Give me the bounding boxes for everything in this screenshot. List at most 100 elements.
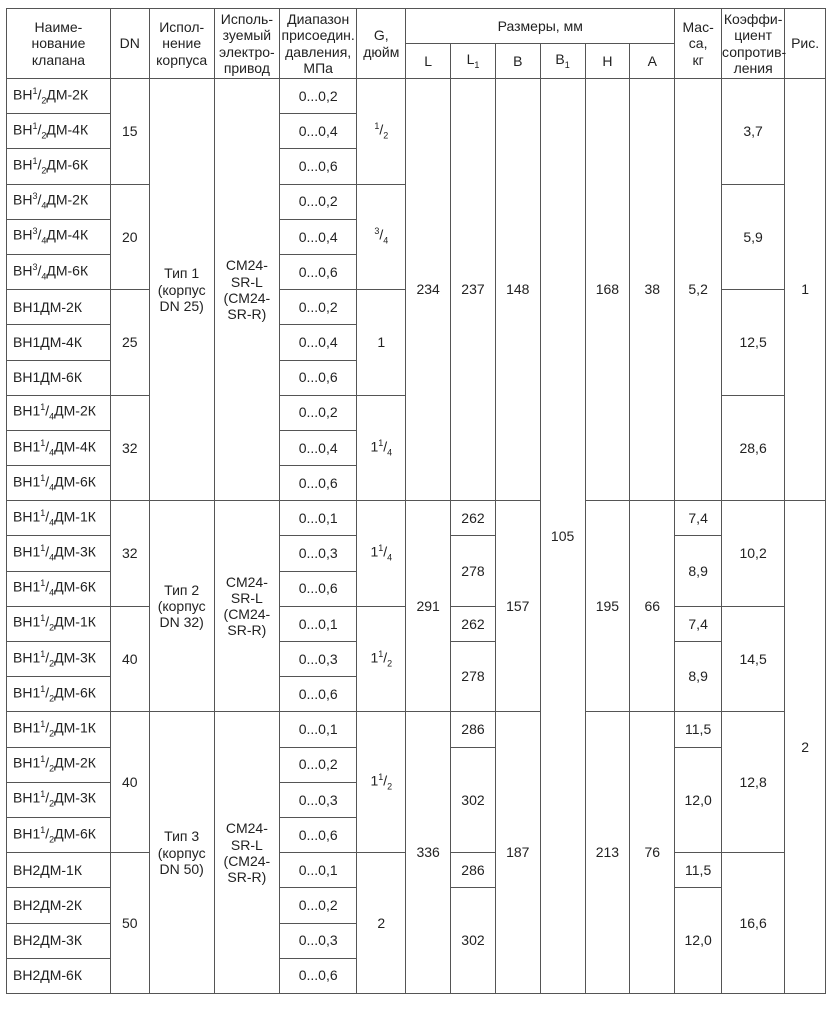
cell-pressure: 0...0,6 (279, 360, 356, 395)
cell-mass: 12,0 (675, 747, 722, 853)
cell-dn: 32 (110, 395, 149, 501)
cell-pressure: 0...0,2 (279, 290, 356, 325)
valve-name: ВН1/2ДМ-6К (7, 149, 111, 184)
cell-B: 157 (495, 501, 540, 712)
cell-H: 168 (585, 79, 630, 501)
cell-H: 195 (585, 501, 630, 712)
cell-L1: 286 (451, 853, 496, 888)
cell-pressure: 0...0,1 (279, 853, 356, 888)
cell-coef: 14,5 (722, 606, 785, 712)
cell-coef: 5,9 (722, 184, 785, 290)
cell-pressure: 0...0,1 (279, 712, 356, 747)
valve-spec-table: Наиме-нованиеклапана DN Испол-нениекорпу… (6, 8, 826, 994)
cell-g: 2 (357, 853, 406, 994)
cell-pressure: 0...0,1 (279, 501, 356, 536)
col-H: H (585, 44, 630, 79)
cell-mass: 8,9 (675, 536, 722, 606)
valve-name: ВН11/2ДМ-6К (7, 677, 111, 712)
cell-B1: 105 (540, 79, 585, 994)
cell-pressure: 0...0,4 (279, 325, 356, 360)
cell-L1: 278 (451, 536, 496, 606)
col-B1: B1 (540, 44, 585, 79)
cell-dn: 40 (110, 606, 149, 712)
cell-fig: 1 (785, 79, 826, 501)
cell-L1: 286 (451, 712, 496, 747)
cell-drive: CM24-SR-L(CM24-SR-R) (214, 79, 279, 501)
table-body: ВН1/2ДМ-2К15Тип 1(корпусDN 25)CM24-SR-L(… (7, 79, 826, 994)
valve-name: ВН11/2ДМ-6К (7, 817, 111, 852)
valve-name: ВН11/4ДМ-6К (7, 571, 111, 606)
cell-body: Тип 2(корпусDN 32) (149, 501, 214, 712)
cell-L1: 302 (451, 888, 496, 994)
col-drive: Исполь-зуемыйэлектро-привод (214, 9, 279, 79)
cell-pressure: 0...0,2 (279, 888, 356, 923)
valve-name: ВН11/4ДМ-2К (7, 395, 111, 430)
cell-dn: 15 (110, 79, 149, 185)
cell-A: 66 (630, 501, 675, 712)
cell-dn: 25 (110, 290, 149, 396)
valve-name: ВН11/2ДМ-1К (7, 712, 111, 747)
cell-L1: 262 (451, 501, 496, 536)
cell-g: 1/2 (357, 79, 406, 185)
valve-name: ВН2ДМ-1К (7, 853, 111, 888)
cell-coef: 12,8 (722, 712, 785, 853)
cell-L: 336 (406, 712, 451, 994)
cell-pressure: 0...0,4 (279, 430, 356, 465)
cell-coef: 12,5 (722, 290, 785, 396)
valve-name: ВН1ДМ-4К (7, 325, 111, 360)
cell-L1: 302 (451, 747, 496, 853)
cell-g: 11/4 (357, 395, 406, 501)
cell-drive: CM24-SR-L(CM24-SR-R) (214, 712, 279, 994)
table-header: Наиме-нованиеклапана DN Испол-нениекорпу… (7, 9, 826, 79)
cell-pressure: 0...0,6 (279, 677, 356, 712)
cell-fig: 2 (785, 501, 826, 994)
cell-coef: 3,7 (722, 79, 785, 185)
cell-mass: 5,2 (675, 79, 722, 501)
cell-L1: 262 (451, 606, 496, 641)
col-A: A (630, 44, 675, 79)
col-fig: Рис. (785, 9, 826, 79)
col-name: Наиме-нованиеклапана (7, 9, 111, 79)
cell-pressure: 0...0,3 (279, 782, 356, 817)
valve-name: ВН1ДМ-6К (7, 360, 111, 395)
col-L1: L1 (451, 44, 496, 79)
col-L: L (406, 44, 451, 79)
cell-pressure: 0...0,6 (279, 466, 356, 501)
cell-pressure: 0...0,4 (279, 114, 356, 149)
cell-pressure: 0...0,3 (279, 923, 356, 958)
col-pressure: Диапазонприсоедин.давления,МПа (279, 9, 356, 79)
cell-body: Тип 3(корпусDN 50) (149, 712, 214, 994)
col-coef: Коэффи-циентсопротив-ления (722, 9, 785, 79)
valve-name: ВН11/2ДМ-3К (7, 642, 111, 677)
valve-name: ВН2ДМ-6К (7, 958, 111, 993)
cell-pressure: 0...0,6 (279, 149, 356, 184)
cell-g: 11/4 (357, 501, 406, 607)
cell-g: 1 (357, 290, 406, 396)
cell-B: 148 (495, 79, 540, 501)
col-B: B (495, 44, 540, 79)
cell-mass: 7,4 (675, 501, 722, 536)
cell-A: 38 (630, 79, 675, 501)
valve-name: ВН1ДМ-2К (7, 290, 111, 325)
cell-dn: 20 (110, 184, 149, 290)
cell-dn: 50 (110, 853, 149, 994)
cell-g: 3/4 (357, 184, 406, 290)
cell-pressure: 0...0,6 (279, 254, 356, 289)
valve-name: ВН2ДМ-3К (7, 923, 111, 958)
cell-mass: 12,0 (675, 888, 722, 994)
cell-drive: CM24-SR-L(CM24-SR-R) (214, 501, 279, 712)
cell-coef: 10,2 (722, 501, 785, 607)
cell-B: 187 (495, 712, 540, 994)
cell-L: 234 (406, 79, 451, 501)
cell-pressure: 0...0,2 (279, 395, 356, 430)
valve-name: ВН3/4ДМ-4К (7, 219, 111, 254)
cell-dn: 32 (110, 501, 149, 607)
cell-pressure: 0...0,1 (279, 606, 356, 641)
col-mass: Мас-са,кг (675, 9, 722, 79)
col-g: G,дюйм (357, 9, 406, 79)
cell-body: Тип 1(корпусDN 25) (149, 79, 214, 501)
cell-mass: 11,5 (675, 853, 722, 888)
valve-name: ВН1/2ДМ-2К (7, 79, 111, 114)
cell-A: 76 (630, 712, 675, 994)
cell-g: 11/2 (357, 712, 406, 853)
